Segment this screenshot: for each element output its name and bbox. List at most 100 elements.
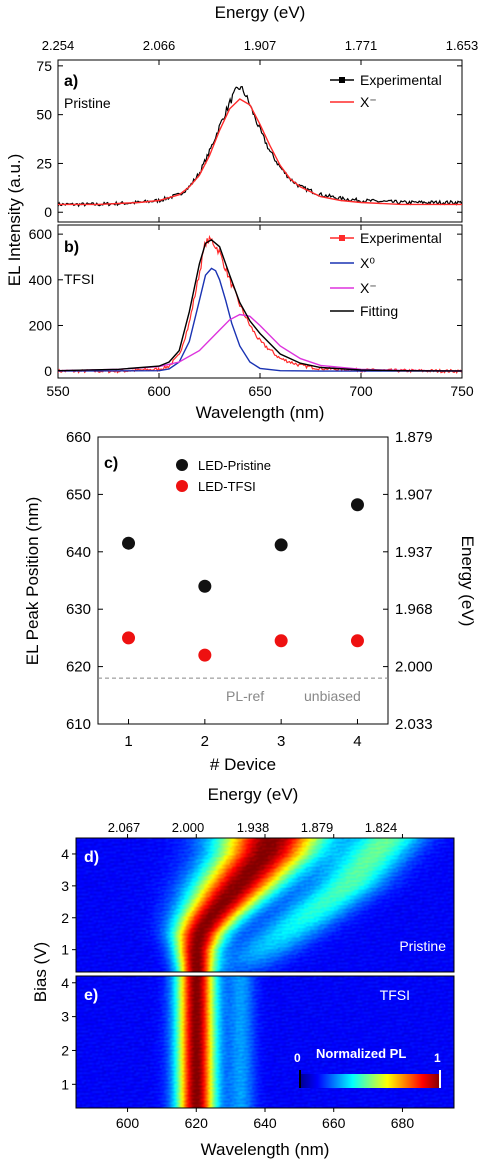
panel-c-ref-right-label: unbiased [304, 688, 361, 704]
panel-e: 1 2 3 4 600 620 640 660 680 e) TFSI Normalized P… [61, 975, 455, 1131]
series-line-x- [58, 98, 462, 206]
y-tick-label: 1 [61, 1076, 69, 1092]
y-tick-label: 4 [61, 975, 69, 991]
panel-a-legend: Experimental X⁻ [330, 72, 442, 110]
legend-marker [176, 480, 188, 492]
panel-c-x-axis-title: # Device [210, 755, 276, 774]
panel-d-heatmap [76, 838, 454, 972]
x-tick-label: 600 [116, 1115, 140, 1131]
panel-e-sample: TFSI [380, 987, 410, 1003]
x-tick-label: 620 [185, 1115, 209, 1131]
y-tick-label: 630 [66, 601, 91, 618]
panel-b-series [58, 234, 462, 374]
top-tick-label: 1.824 [365, 820, 398, 835]
panel-de-y-axis-title: Bias (V) [31, 942, 50, 1002]
panel-a-label: a) [64, 73, 78, 90]
y-tick-label: 25 [36, 155, 52, 171]
panel-e-ticks: 1 2 3 4 600 620 640 660 680 [61, 975, 414, 1131]
top-tick-label: 2.067 [108, 820, 141, 835]
y-tick-label: 650 [66, 486, 91, 503]
legend-label: Experimental [360, 230, 442, 246]
legend-label: LED-Pristine [198, 458, 271, 473]
y-tick-label: 640 [66, 544, 91, 561]
x-tick-label: 680 [391, 1115, 415, 1131]
top-tick-label: 1.771 [345, 38, 378, 53]
panel-d-sample: Pristine [399, 938, 446, 954]
colorbar-max-label: 1 [434, 1051, 441, 1065]
panel-b-legend: Experimental X⁰ X⁻ Fitting [330, 230, 442, 319]
panel-c-y-axis-title: EL Peak Position (nm) [23, 497, 42, 666]
panel-c-right-axis-title: Energy (eV) [458, 536, 477, 627]
panel-c-points [122, 498, 364, 662]
legend-label: X⁰ [360, 255, 375, 271]
right-tick-label: 2.000 [395, 659, 433, 676]
top-tick-label: 2.066 [143, 38, 176, 53]
legend-label: LED-TFSI [198, 479, 256, 494]
x-tick-label: 700 [349, 383, 373, 399]
y-tick-label: 4 [61, 846, 69, 862]
y-tick-label: 660 [66, 429, 91, 446]
top-tick-label: 1.907 [244, 38, 277, 53]
panel-a-y-ticks: 0 25 50 75 [36, 58, 463, 222]
panel-c-ref-left-label: PL-ref [226, 688, 264, 704]
panel-ab-top-axis-title: Energy (eV) [215, 3, 306, 22]
panel-c-ticks: 610 620 630 640 650 660 1.879 1.907 1.937 1.968 2.… [66, 429, 433, 750]
y-tick-label: 610 [66, 716, 91, 733]
right-tick-label: 1.879 [395, 429, 433, 446]
panel-c: 610 620 630 640 650 660 1.879 1.907 1.937 1.968 2.… [66, 429, 433, 750]
y-tick-label: 50 [36, 107, 52, 123]
y-tick-label: 620 [66, 659, 91, 676]
right-tick-label: 1.968 [395, 601, 433, 618]
x-tick-label: 650 [248, 383, 272, 399]
top-tick-label: 1.653 [446, 38, 479, 53]
y-tick-label: 2 [61, 1042, 69, 1058]
legend-label: Experimental [360, 72, 442, 88]
y-tick-label: 2 [61, 910, 69, 926]
series-line-experimental [58, 85, 462, 208]
panel-c-frame [97, 436, 389, 725]
colorbar-min-label: 0 [294, 1051, 301, 1065]
panel-b: 0 200 400 600 550 600 650 700 750 b) TFSI Experi… [29, 224, 474, 399]
panel-e-label: e) [84, 987, 98, 1004]
x-tick-label: 750 [450, 383, 474, 399]
y-tick-label: 0 [44, 363, 52, 379]
x-tick-label: 3 [277, 733, 285, 750]
colorbar-title: Normalized PL [316, 1046, 406, 1061]
series-line-x- [58, 267, 462, 372]
data-point-led-tfsi [198, 648, 212, 662]
x-tick-label: 550 [46, 383, 70, 399]
legend-label: Fitting [360, 303, 398, 319]
x-tick-label: 2 [201, 733, 209, 750]
top-tick-label: 2.254 [42, 38, 75, 53]
data-point-led-pristine [274, 538, 288, 552]
data-point-led-pristine [122, 536, 136, 550]
x-tick-label: 600 [147, 383, 171, 399]
colorbar: Normalized PL 0 1 [294, 1046, 441, 1088]
y-tick-label: 0 [44, 204, 52, 220]
panel-d-label: d) [84, 849, 99, 866]
panel-d: 1 2 3 4 d) Pristine [61, 834, 455, 973]
panel-b-x-axis-title: Wavelength (nm) [196, 403, 325, 422]
data-point-led-tfsi [350, 634, 364, 648]
series-line-experimental [58, 234, 462, 374]
panel-c-label: c) [104, 455, 118, 472]
series-line-x- [58, 313, 462, 372]
top-tick-label: 1.879 [301, 820, 334, 835]
panel-de-top-axis-title: Energy (eV) [208, 785, 299, 804]
y-tick-label: 200 [29, 317, 53, 333]
panel-b-ticks: 0 200 400 600 550 600 650 700 750 [29, 225, 474, 399]
top-tick-label: 2.000 [172, 820, 205, 835]
right-tick-label: 2.033 [395, 716, 433, 733]
x-tick-label: 660 [322, 1115, 346, 1131]
y-tick-label: 600 [29, 226, 53, 242]
data-point-led-tfsi [122, 631, 136, 645]
y-tick-label: 1 [61, 942, 69, 958]
panel-a-series [58, 85, 462, 208]
panel-ab-y-axis-title: EL Intensity (a.u.) [5, 154, 24, 287]
y-tick-label: 75 [36, 58, 52, 74]
panel-a: 0 25 50 75 a) Pristine Experimental X⁻ [36, 58, 463, 223]
panel-b-label: b) [64, 239, 79, 256]
y-tick-label: 3 [61, 1009, 69, 1025]
data-point-led-pristine [350, 498, 364, 512]
